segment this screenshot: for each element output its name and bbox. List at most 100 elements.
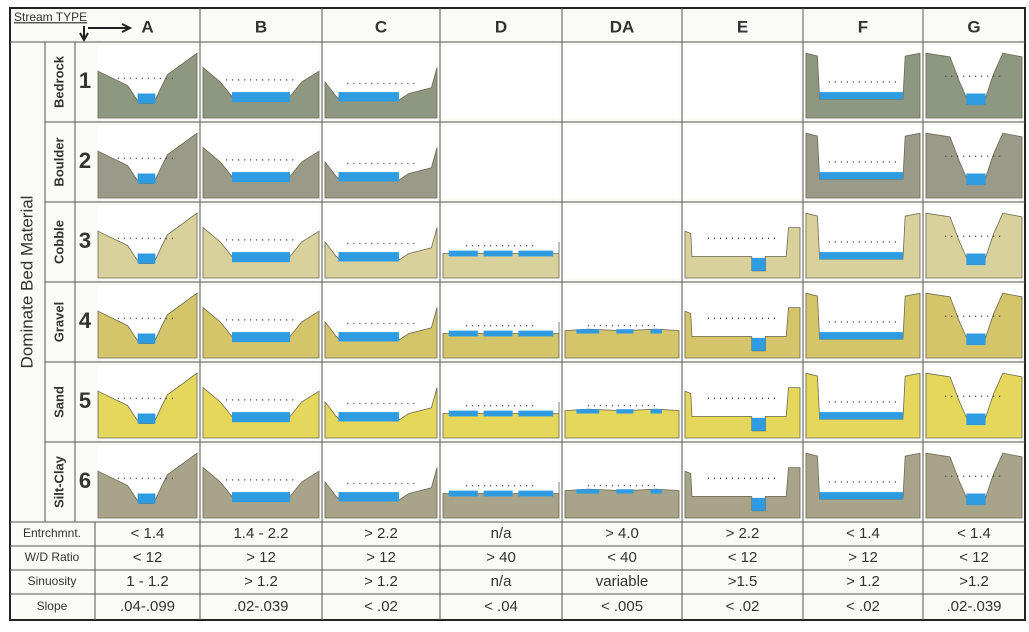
criterion-value: 1 - 1.2	[126, 573, 169, 590]
material-name: Boulder	[51, 137, 66, 186]
cell	[565, 206, 679, 278]
criterion-value: < 40	[607, 549, 637, 566]
water	[819, 92, 903, 100]
water	[483, 250, 513, 257]
bed-material	[97, 52, 198, 119]
column-header: F	[858, 17, 868, 36]
water	[966, 333, 986, 346]
water	[137, 493, 156, 504]
bed-material	[805, 292, 921, 359]
water	[616, 489, 634, 494]
bed-material	[805, 372, 921, 439]
criterion-value: < 12	[728, 549, 758, 566]
bed-material	[97, 212, 198, 279]
water	[518, 490, 554, 497]
water	[232, 412, 290, 423]
criterion-value: > 1.2	[244, 573, 278, 590]
material-number: 6	[79, 468, 91, 493]
water	[448, 490, 478, 497]
criterion-value: > 4.0	[605, 525, 639, 542]
criterion-value: < 12	[133, 549, 163, 566]
water	[338, 172, 399, 182]
water	[650, 329, 662, 334]
water	[448, 410, 478, 417]
criterion-value: > 12	[848, 549, 878, 566]
bed-material	[202, 226, 320, 279]
water	[137, 413, 156, 424]
water	[137, 333, 156, 344]
bed-material	[202, 146, 320, 199]
bed-material	[925, 52, 1023, 119]
water	[483, 330, 513, 337]
water	[232, 332, 290, 343]
material-number: 3	[79, 228, 91, 253]
material-number: 2	[79, 148, 91, 173]
water	[338, 252, 399, 262]
bed-material	[684, 387, 801, 439]
bed-material	[925, 212, 1023, 279]
water	[751, 337, 766, 351]
criterion-value: < .02	[846, 598, 880, 615]
criterion-label: Entrchmnt.	[23, 526, 81, 540]
water	[338, 332, 399, 342]
bed-material	[97, 452, 198, 519]
water	[232, 92, 290, 103]
water	[576, 329, 600, 334]
water	[338, 412, 399, 422]
water	[650, 489, 662, 494]
water	[966, 253, 986, 266]
criterion-value: > 40	[486, 549, 516, 566]
criterion-value: < 1.4	[131, 525, 165, 542]
criterion-value: < 1.4	[957, 525, 991, 542]
water	[819, 252, 903, 260]
bed-material	[925, 452, 1023, 519]
criterion-value: .02-.039	[946, 598, 1001, 615]
criterion-value: < 12	[959, 549, 989, 566]
bed-material	[202, 386, 320, 439]
criterion-value: .04-.099	[120, 598, 175, 615]
column-header: A	[141, 17, 153, 36]
criterion-value: < 1.4	[846, 525, 880, 542]
material-name: Gravel	[51, 302, 66, 342]
bed-material	[925, 292, 1023, 359]
criterion-value: .02-.039	[233, 598, 288, 615]
water	[448, 250, 478, 257]
criterion-value: >1.2	[959, 573, 989, 590]
water	[137, 253, 156, 264]
bed-material	[805, 132, 921, 199]
water	[518, 250, 554, 257]
water	[338, 492, 399, 502]
criterion-value: > 1.2	[364, 573, 398, 590]
bed-material	[684, 467, 801, 519]
cell	[685, 126, 800, 198]
bed-material	[684, 307, 801, 359]
bed-material	[805, 52, 921, 119]
criterion-value: >1.5	[728, 573, 758, 590]
criterion-label: Sinuosity	[28, 574, 77, 588]
water	[751, 417, 766, 431]
column-header: E	[737, 17, 748, 36]
water	[819, 492, 903, 500]
cell	[443, 126, 559, 198]
bed-material	[805, 452, 921, 519]
material-number: 5	[79, 388, 91, 413]
water	[232, 252, 290, 263]
material-name: Bedrock	[51, 55, 66, 108]
water	[819, 412, 903, 420]
water	[483, 490, 513, 497]
criterion-label: Slope	[37, 599, 68, 613]
material-number: 4	[79, 308, 92, 333]
water	[576, 409, 600, 414]
water	[232, 492, 290, 503]
criterion-value: < .005	[601, 598, 643, 615]
criterion-value: > 2.2	[726, 525, 760, 542]
criterion-value: > 1.2	[846, 573, 880, 590]
water	[966, 93, 986, 106]
criterion-value: > 12	[366, 549, 396, 566]
water	[966, 493, 986, 506]
bed-material	[97, 292, 198, 359]
bed-material	[97, 372, 198, 439]
water	[338, 92, 399, 102]
bed-material	[202, 66, 320, 119]
